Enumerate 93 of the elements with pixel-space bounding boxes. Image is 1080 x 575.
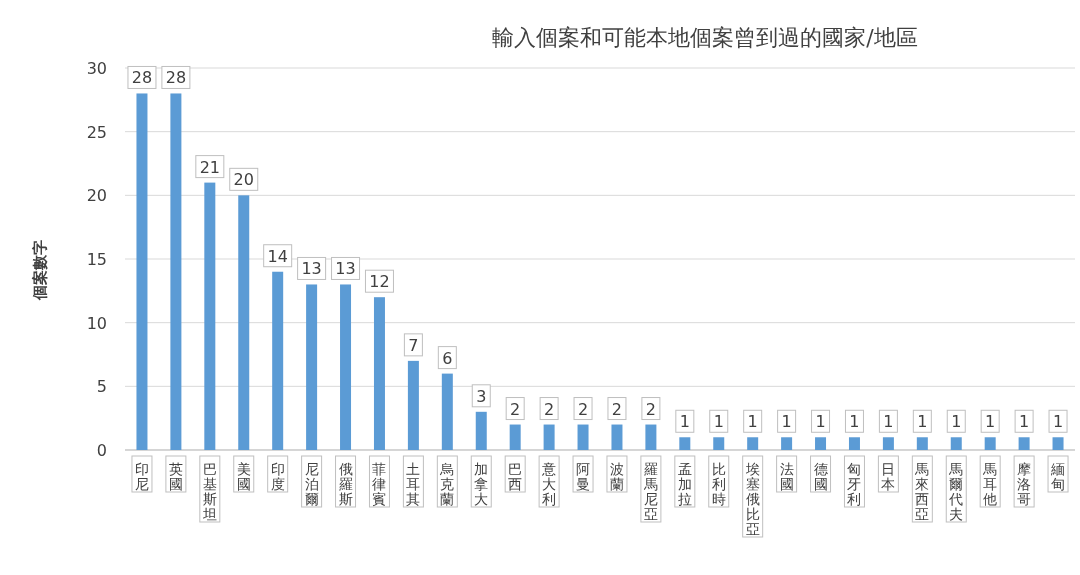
bar <box>204 182 216 450</box>
data-label: 2 <box>611 399 623 419</box>
x-tick-label: 加拿大 <box>474 461 489 507</box>
x-tick-label: 阿曼 <box>576 461 591 492</box>
data-label: 6 <box>442 348 453 368</box>
bar <box>170 93 182 450</box>
x-tick-label: 波蘭 <box>609 461 624 492</box>
data-label: 1 <box>781 412 792 432</box>
data-label: 7 <box>408 335 419 355</box>
x-tick-label: 摩洛哥 <box>1017 461 1032 507</box>
bar <box>679 437 691 450</box>
data-label: 3 <box>476 386 487 406</box>
data-label: 1 <box>1019 412 1030 432</box>
x-tick-label: 緬甸 <box>1050 461 1066 492</box>
x-tick-label: 羅馬尼亞 <box>642 461 658 522</box>
data-label: 1 <box>951 412 962 432</box>
bar <box>611 424 623 450</box>
x-tick-label: 馬爾代夫 <box>948 461 964 522</box>
x-tick-label: 馬耳他 <box>982 461 998 507</box>
x-tick-label: 馬來西亞 <box>914 461 930 522</box>
data-label: 20 <box>233 170 254 190</box>
x-tick-label: 菲律賓 <box>372 461 387 507</box>
x-tick-label: 美國 <box>236 461 251 492</box>
bar <box>238 195 250 450</box>
y-tick-label: 5 <box>96 377 107 397</box>
x-tick-label: 烏克蘭 <box>439 461 455 507</box>
data-label: 1 <box>985 412 996 432</box>
bar <box>848 437 860 450</box>
x-tick-label: 印度 <box>270 461 285 492</box>
bar <box>441 373 453 450</box>
x-tick-label: 英國 <box>168 461 183 492</box>
bar <box>713 437 725 450</box>
x-tick-label: 印尼 <box>134 461 149 492</box>
bar <box>340 284 352 450</box>
y-tick-label: 20 <box>86 186 107 206</box>
y-tick-label: 25 <box>86 122 107 142</box>
x-tick-label: 巴西 <box>508 461 523 492</box>
data-label: 13 <box>335 259 356 279</box>
y-tick-label: 15 <box>86 250 107 269</box>
data-label: 28 <box>165 68 187 88</box>
data-label: 2 <box>577 399 589 419</box>
bar <box>950 437 962 450</box>
bar <box>984 437 996 450</box>
data-label: 1 <box>917 412 928 432</box>
bar <box>1018 437 1030 450</box>
data-label: 2 <box>645 399 656 419</box>
data-label: 21 <box>199 157 220 177</box>
data-label: 14 <box>267 246 288 266</box>
data-label: 28 <box>131 68 153 88</box>
data-label: 2 <box>544 399 555 419</box>
bar <box>509 424 521 450</box>
data-label: 1 <box>679 412 690 432</box>
bar <box>373 297 385 450</box>
x-tick-label: 意大利 <box>541 461 557 507</box>
x-tick-label: 孟加拉 <box>677 461 692 507</box>
y-tick-label: 30 <box>86 59 107 78</box>
bar <box>747 437 759 450</box>
y-axis-title: 個案數字 <box>31 240 49 301</box>
x-tick-label: 俄羅斯 <box>338 461 353 507</box>
bar <box>475 411 487 450</box>
bar <box>645 424 657 450</box>
bar <box>882 437 894 450</box>
bar <box>272 271 284 450</box>
data-label: 12 <box>369 272 390 292</box>
data-label: 1 <box>713 412 724 432</box>
bar <box>577 424 589 450</box>
x-tick-label: 法國 <box>779 461 794 492</box>
x-tick-label: 比利時 <box>711 461 726 507</box>
bar <box>306 284 318 450</box>
y-tick-label: 10 <box>86 313 107 333</box>
bar <box>781 437 793 450</box>
x-tick-label: 德國 <box>813 461 828 492</box>
data-label: 13 <box>301 259 322 279</box>
x-tick-label: 尼泊爾 <box>304 461 319 507</box>
bar <box>543 424 555 450</box>
data-label: 1 <box>883 412 894 432</box>
x-tick-label: 土耳其 <box>406 461 421 507</box>
data-label: 1 <box>815 412 826 432</box>
bar <box>136 93 148 450</box>
y-tick-label: 0 <box>96 441 107 460</box>
x-tick-label: 匈牙利 <box>847 461 862 507</box>
data-label: 1 <box>747 412 758 432</box>
data-label: 1 <box>1052 412 1064 432</box>
data-label: 2 <box>510 399 521 419</box>
bar <box>1052 437 1064 450</box>
bar <box>916 437 928 450</box>
x-tick-label: 巴基斯坦 <box>201 461 217 522</box>
x-tick-label: 日本 <box>881 461 896 492</box>
bar <box>815 437 827 450</box>
data-label: 1 <box>849 412 860 432</box>
x-tick-label: 埃塞俄比亞 <box>744 461 760 537</box>
bar <box>407 360 419 450</box>
chart-title: 輸入個案和可能本地個案曾到過的國家/地區 <box>492 25 918 50</box>
